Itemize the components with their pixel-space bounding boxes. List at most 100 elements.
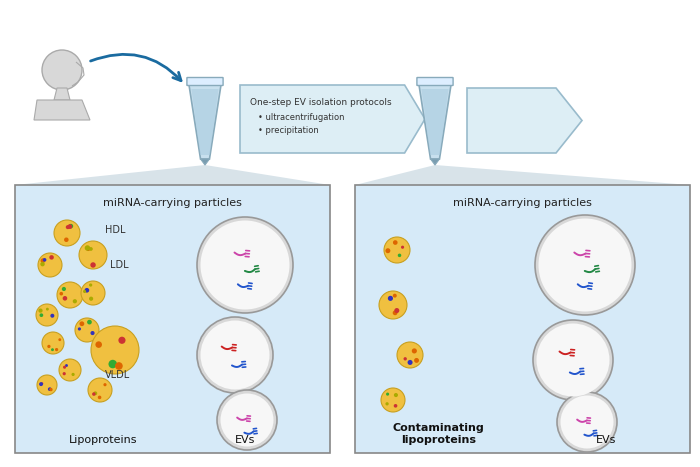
Circle shape bbox=[46, 308, 49, 311]
Circle shape bbox=[386, 248, 391, 253]
Circle shape bbox=[533, 320, 613, 400]
Circle shape bbox=[108, 360, 117, 368]
Circle shape bbox=[39, 313, 43, 317]
Circle shape bbox=[95, 341, 102, 348]
Circle shape bbox=[92, 392, 96, 396]
Circle shape bbox=[388, 296, 393, 301]
Polygon shape bbox=[467, 88, 582, 153]
Polygon shape bbox=[355, 165, 690, 185]
Text: miRNA-carrying particles: miRNA-carrying particles bbox=[453, 198, 592, 208]
Circle shape bbox=[384, 237, 410, 263]
Text: LDL: LDL bbox=[110, 260, 129, 270]
Circle shape bbox=[200, 220, 290, 310]
Circle shape bbox=[401, 246, 404, 249]
Text: Contaminating
lipoproteins: Contaminating lipoproteins bbox=[393, 424, 484, 445]
Circle shape bbox=[200, 320, 270, 389]
Circle shape bbox=[89, 283, 92, 287]
Circle shape bbox=[93, 391, 97, 395]
Circle shape bbox=[67, 224, 72, 229]
Circle shape bbox=[54, 220, 80, 246]
FancyBboxPatch shape bbox=[417, 78, 453, 85]
Polygon shape bbox=[200, 159, 209, 165]
Circle shape bbox=[115, 362, 122, 370]
Circle shape bbox=[62, 287, 66, 291]
Circle shape bbox=[397, 342, 423, 368]
Polygon shape bbox=[419, 85, 451, 159]
Polygon shape bbox=[54, 88, 70, 100]
Circle shape bbox=[39, 382, 43, 386]
Circle shape bbox=[69, 224, 74, 228]
Circle shape bbox=[65, 364, 68, 367]
Polygon shape bbox=[34, 100, 90, 120]
Circle shape bbox=[89, 247, 93, 251]
Circle shape bbox=[55, 348, 58, 351]
Circle shape bbox=[393, 311, 398, 315]
Text: EVs: EVs bbox=[234, 435, 255, 445]
Polygon shape bbox=[15, 165, 330, 185]
Circle shape bbox=[393, 240, 398, 245]
Circle shape bbox=[49, 388, 52, 391]
Text: Lipoproteins: Lipoproteins bbox=[69, 435, 137, 445]
Circle shape bbox=[393, 404, 398, 408]
Polygon shape bbox=[189, 85, 221, 159]
Circle shape bbox=[59, 359, 81, 381]
Circle shape bbox=[98, 396, 102, 399]
Circle shape bbox=[66, 225, 70, 229]
Circle shape bbox=[91, 326, 139, 374]
Circle shape bbox=[63, 296, 67, 301]
Circle shape bbox=[58, 338, 61, 341]
Circle shape bbox=[38, 253, 62, 277]
Circle shape bbox=[85, 288, 89, 293]
Circle shape bbox=[75, 318, 99, 342]
Circle shape bbox=[557, 392, 617, 452]
Circle shape bbox=[57, 282, 83, 308]
Circle shape bbox=[379, 291, 407, 319]
Text: VLDL: VLDL bbox=[105, 370, 130, 380]
Circle shape bbox=[41, 382, 43, 385]
Polygon shape bbox=[191, 89, 218, 155]
Circle shape bbox=[43, 258, 46, 262]
Circle shape bbox=[64, 238, 69, 242]
Circle shape bbox=[89, 297, 93, 301]
Circle shape bbox=[394, 393, 398, 397]
Circle shape bbox=[48, 387, 52, 391]
Circle shape bbox=[394, 308, 399, 313]
Circle shape bbox=[78, 327, 81, 331]
Circle shape bbox=[87, 320, 92, 325]
Circle shape bbox=[80, 321, 84, 326]
Circle shape bbox=[86, 247, 90, 251]
Circle shape bbox=[393, 294, 397, 297]
Circle shape bbox=[386, 393, 389, 396]
Circle shape bbox=[83, 290, 86, 293]
Circle shape bbox=[63, 366, 66, 369]
Circle shape bbox=[60, 292, 63, 296]
Circle shape bbox=[412, 348, 417, 354]
Circle shape bbox=[104, 383, 106, 386]
Text: One-step EV isolation protocols: One-step EV isolation protocols bbox=[250, 98, 391, 107]
Circle shape bbox=[42, 50, 82, 90]
Circle shape bbox=[535, 215, 635, 315]
Circle shape bbox=[197, 317, 273, 393]
FancyBboxPatch shape bbox=[15, 185, 330, 453]
Circle shape bbox=[414, 358, 419, 363]
Text: EVs: EVs bbox=[596, 435, 617, 445]
Circle shape bbox=[381, 388, 405, 412]
Polygon shape bbox=[421, 89, 449, 155]
Polygon shape bbox=[430, 159, 440, 165]
Text: miRNA-carrying particles: miRNA-carrying particles bbox=[103, 198, 242, 208]
FancyBboxPatch shape bbox=[355, 185, 690, 453]
Circle shape bbox=[197, 217, 293, 313]
Circle shape bbox=[49, 255, 54, 260]
Circle shape bbox=[85, 245, 90, 251]
Circle shape bbox=[561, 396, 613, 448]
FancyBboxPatch shape bbox=[187, 78, 223, 85]
Text: • precipitation: • precipitation bbox=[258, 126, 318, 135]
Text: HDL: HDL bbox=[105, 225, 125, 235]
Circle shape bbox=[403, 357, 407, 361]
Circle shape bbox=[538, 219, 631, 311]
Circle shape bbox=[41, 258, 46, 263]
Circle shape bbox=[386, 402, 389, 405]
FancyArrowPatch shape bbox=[90, 54, 181, 81]
Circle shape bbox=[407, 360, 412, 365]
Circle shape bbox=[118, 337, 125, 344]
